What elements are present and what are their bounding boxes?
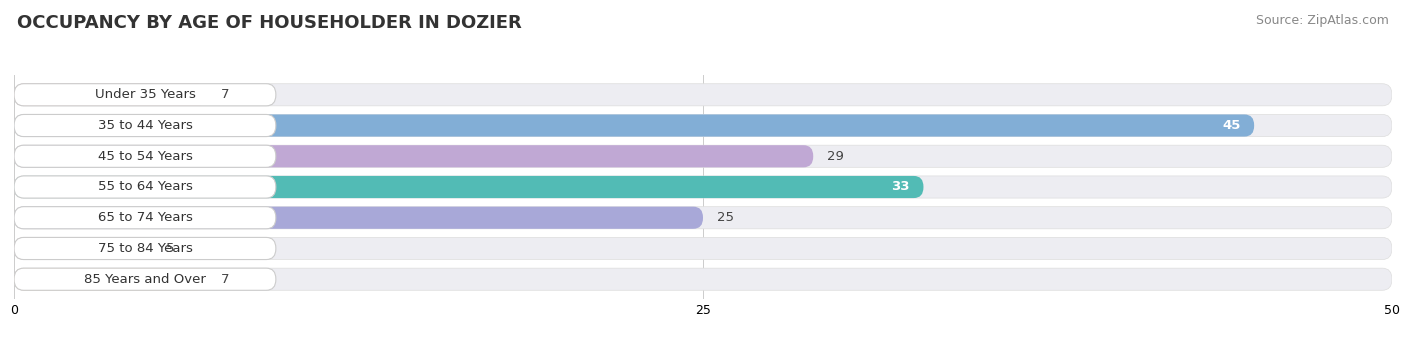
FancyBboxPatch shape: [14, 237, 276, 259]
FancyBboxPatch shape: [14, 115, 1254, 137]
Text: 65 to 74 Years: 65 to 74 Years: [97, 211, 193, 224]
FancyBboxPatch shape: [14, 176, 924, 198]
FancyBboxPatch shape: [14, 237, 152, 259]
FancyBboxPatch shape: [14, 84, 1392, 106]
Text: 45 to 54 Years: 45 to 54 Years: [97, 150, 193, 163]
Text: 85 Years and Over: 85 Years and Over: [84, 273, 205, 286]
Text: 7: 7: [221, 88, 229, 101]
Text: Source: ZipAtlas.com: Source: ZipAtlas.com: [1256, 14, 1389, 27]
FancyBboxPatch shape: [14, 268, 207, 290]
FancyBboxPatch shape: [14, 268, 276, 290]
FancyBboxPatch shape: [14, 115, 1392, 137]
Text: OCCUPANCY BY AGE OF HOUSEHOLDER IN DOZIER: OCCUPANCY BY AGE OF HOUSEHOLDER IN DOZIE…: [17, 14, 522, 32]
FancyBboxPatch shape: [14, 207, 276, 229]
FancyBboxPatch shape: [14, 145, 276, 167]
FancyBboxPatch shape: [14, 268, 1392, 290]
FancyBboxPatch shape: [14, 176, 276, 198]
Text: 5: 5: [166, 242, 174, 255]
FancyBboxPatch shape: [14, 145, 813, 167]
FancyBboxPatch shape: [14, 84, 207, 106]
FancyBboxPatch shape: [14, 145, 1392, 167]
FancyBboxPatch shape: [14, 115, 276, 137]
FancyBboxPatch shape: [14, 84, 276, 106]
Text: Under 35 Years: Under 35 Years: [94, 88, 195, 101]
FancyBboxPatch shape: [14, 237, 1392, 259]
Text: 25: 25: [717, 211, 734, 224]
FancyBboxPatch shape: [14, 176, 1392, 198]
Text: 75 to 84 Years: 75 to 84 Years: [97, 242, 193, 255]
Text: 7: 7: [221, 273, 229, 286]
Text: 55 to 64 Years: 55 to 64 Years: [97, 181, 193, 193]
FancyBboxPatch shape: [14, 207, 1392, 229]
Text: 33: 33: [891, 181, 910, 193]
Text: 35 to 44 Years: 35 to 44 Years: [97, 119, 193, 132]
FancyBboxPatch shape: [14, 207, 703, 229]
Text: 29: 29: [827, 150, 844, 163]
Text: 45: 45: [1222, 119, 1240, 132]
